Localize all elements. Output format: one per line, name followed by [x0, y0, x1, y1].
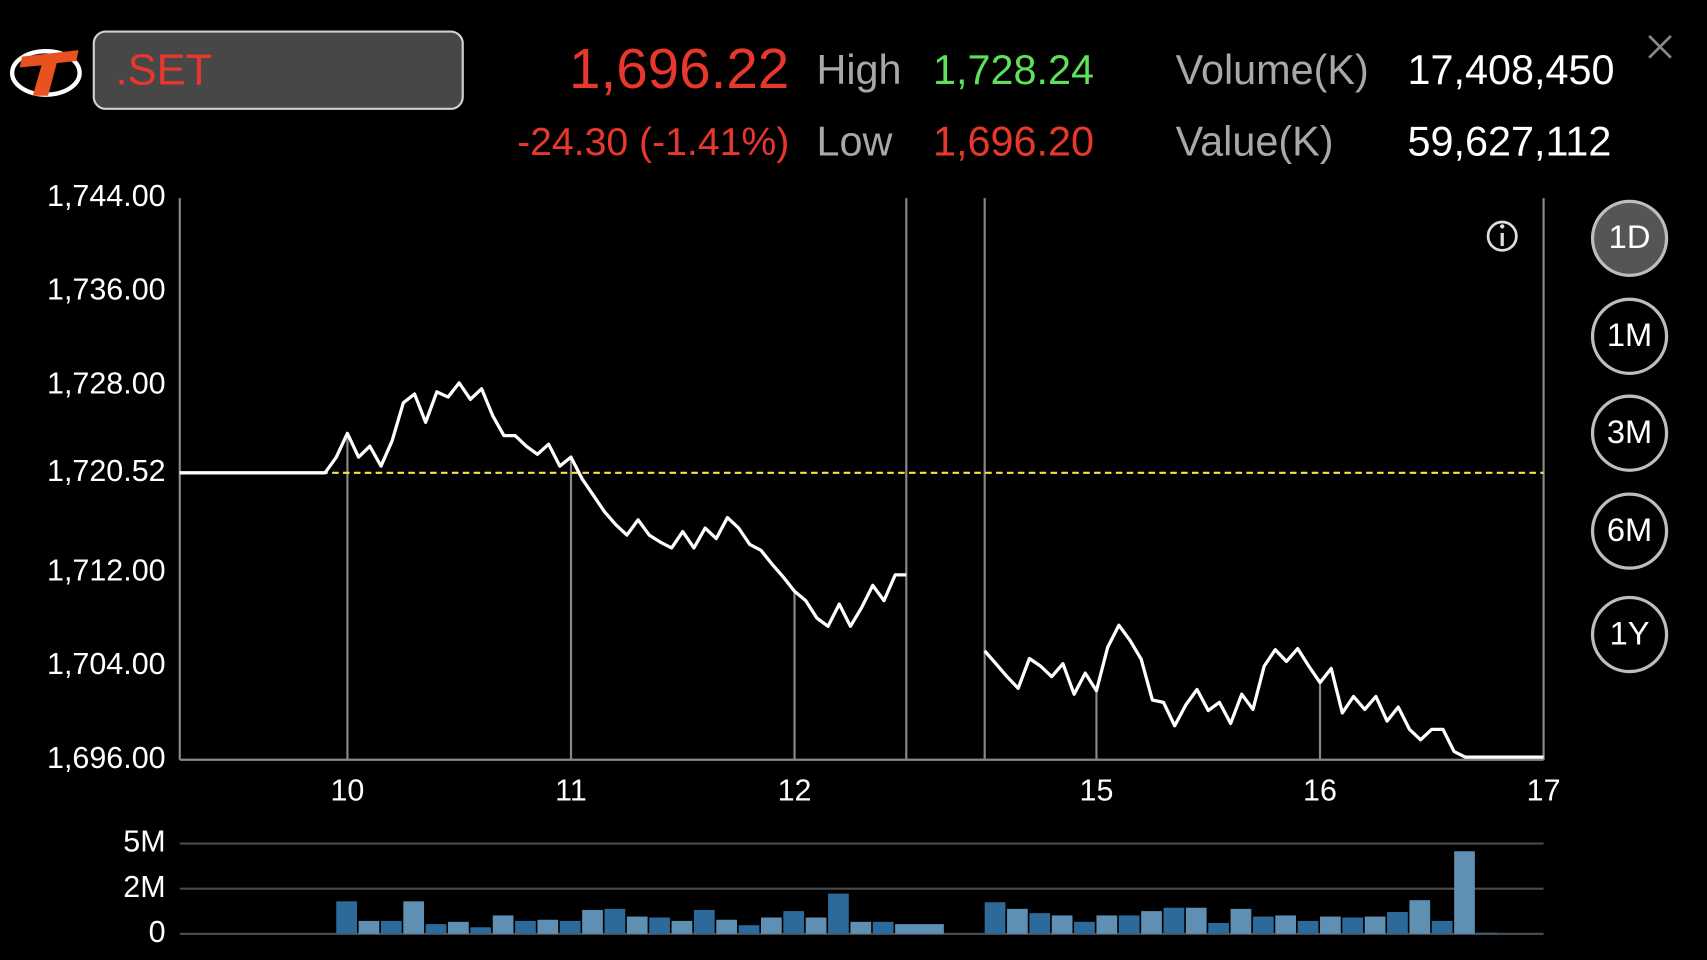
volume-bar [582, 909, 603, 934]
y-tick-label: 1,712.00 [47, 554, 166, 588]
y-tick-label: 1,704.00 [47, 647, 166, 681]
volume-bar [761, 917, 782, 934]
value-value: 59,627,112 [1408, 119, 1612, 165]
value-label: Value(K) [1176, 119, 1334, 165]
range-button-circle [1590, 492, 1669, 570]
volume-bar [1297, 920, 1319, 934]
range-button-circle [1590, 297, 1669, 375]
range-button[interactable]: 1Y [1590, 595, 1669, 674]
volume-bar [693, 909, 715, 934]
y-tick-label: 5M [123, 825, 165, 859]
volume-bar [336, 901, 357, 934]
info-icon[interactable] [1486, 220, 1518, 252]
range-button-label: 1Y [1610, 614, 1650, 651]
volume-bar [984, 902, 1006, 934]
volume-bar [895, 924, 944, 934]
volume-bar [626, 916, 648, 934]
range-button-circle [1590, 595, 1669, 674]
volume-bar [380, 920, 402, 934]
reference-label: 1,720.52 [47, 454, 166, 488]
high-value: 1,728.24 [933, 47, 1094, 93]
volume-bar [1163, 907, 1185, 934]
volume-bar [492, 915, 514, 934]
volume-bar [1141, 911, 1162, 934]
volume-bar [1252, 916, 1274, 934]
volume-bar [470, 927, 492, 934]
range-button-label: 6M [1607, 511, 1652, 548]
volume-bar [425, 924, 447, 934]
range-button[interactable]: 1D [1590, 199, 1669, 278]
x-tick-label: 15 [1080, 773, 1114, 807]
volume-bar [1051, 915, 1073, 934]
low-label: Low [816, 119, 892, 165]
app-logo[interactable] [9, 48, 82, 97]
volume-bar [1275, 915, 1297, 934]
x-tick-label: 10 [330, 773, 364, 807]
symbol-box[interactable] [92, 30, 464, 110]
volume-bar [358, 920, 380, 934]
price-line [179, 381, 1544, 759]
close-button[interactable] [1648, 34, 1672, 59]
high-label: High [816, 47, 901, 93]
range-button[interactable]: 1M [1590, 297, 1669, 375]
y-tick-label: 0 [149, 915, 166, 949]
volume-bar [448, 921, 469, 934]
volume-bar [1230, 908, 1252, 934]
volume-bar [716, 919, 738, 934]
range-button-circle [1590, 199, 1669, 278]
x-tick-label: 16 [1303, 773, 1337, 807]
range-button-circle [1590, 394, 1669, 472]
range-button-label: 3M [1607, 413, 1652, 450]
price-change: -24.30 (-1.41%) [517, 121, 789, 164]
volume-bar [403, 901, 425, 934]
volume-value: 17,408,450 [1408, 47, 1615, 93]
y-tick-label: 1,736.00 [47, 273, 166, 307]
range-button-label: 1D [1609, 218, 1651, 255]
y-tick-label: 1,696.00 [47, 741, 166, 775]
x-tick-label: 12 [778, 773, 812, 807]
volume-bar [1431, 920, 1453, 934]
volume-bar [1096, 915, 1118, 934]
volume-bar [1409, 900, 1431, 934]
x-tick-label: 17 [1527, 773, 1561, 807]
volume-bar [783, 911, 805, 934]
y-tick-label: 2M [123, 870, 165, 904]
volume-bar [671, 920, 693, 934]
y-tick-label: 1,728.00 [47, 366, 166, 400]
volume-bar [1454, 851, 1475, 934]
volume-bar [1342, 917, 1364, 934]
range-button-label: 1M [1607, 316, 1652, 353]
volume-bar [1074, 921, 1095, 934]
low-value: 1,696.20 [933, 119, 1094, 165]
volume-bar [828, 893, 849, 934]
x-tick-label: 11 [555, 773, 587, 807]
volume-bar [1320, 916, 1341, 934]
volume-bar [649, 917, 670, 934]
volume-bar [537, 919, 559, 934]
volume-bar [872, 921, 894, 934]
last-price: 1,696.22 [569, 37, 789, 100]
volume-bar [559, 920, 581, 934]
volume-label: Volume(K) [1176, 47, 1369, 93]
volume-bar [1476, 932, 1498, 934]
volume-bar [738, 925, 760, 934]
volume-bar [1387, 912, 1408, 934]
range-button[interactable]: 3M [1590, 394, 1669, 472]
volume-bar [1364, 916, 1386, 934]
volume-bar [604, 908, 626, 934]
range-button[interactable]: 6M [1590, 492, 1669, 570]
volume-bar [1118, 915, 1140, 934]
volume-bar [1029, 913, 1051, 934]
volume-bar [850, 921, 872, 934]
volume-bar [1208, 922, 1229, 934]
volume-bar [805, 917, 827, 934]
volume-bar [515, 920, 536, 934]
volume-bar [1185, 907, 1207, 934]
y-tick-label: 1,744.00 [47, 179, 166, 213]
volume-bar [1007, 908, 1028, 934]
symbol[interactable]: .SET [116, 46, 213, 94]
